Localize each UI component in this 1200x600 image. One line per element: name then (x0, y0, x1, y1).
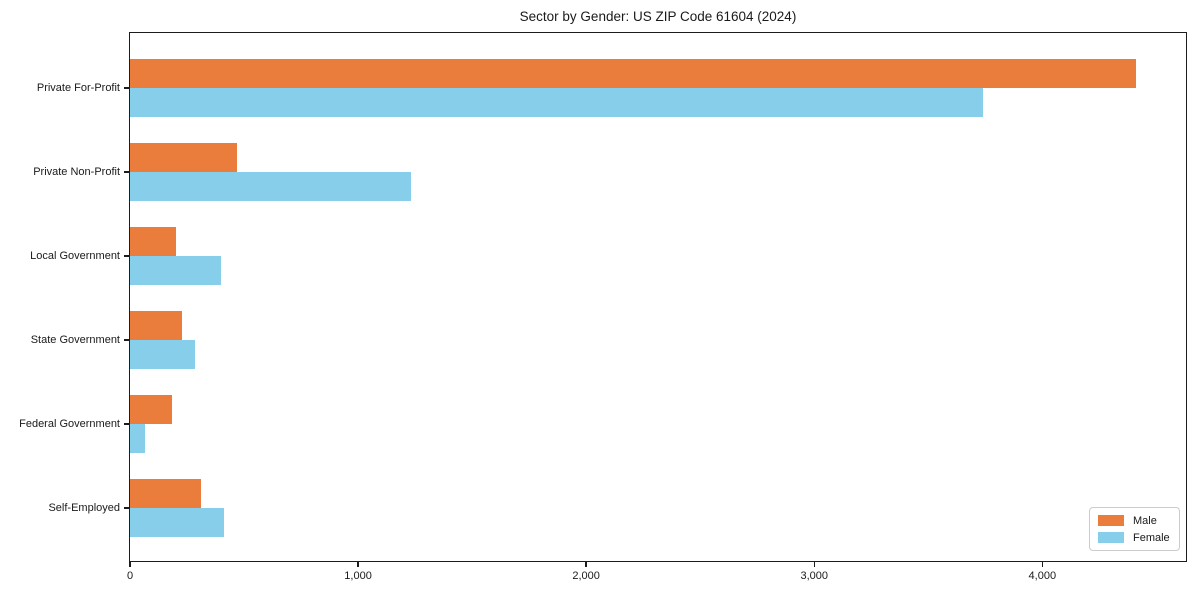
legend-label: Female (1133, 531, 1170, 544)
bar-male (130, 143, 238, 172)
y-axis-tick (123, 171, 130, 173)
y-axis-tick (123, 507, 130, 509)
y-axis-tick (123, 255, 130, 257)
legend-swatch-icon (1098, 532, 1124, 543)
legend-swatch-icon (1098, 515, 1124, 526)
legend-item-female: Female (1098, 532, 1171, 544)
plot-area (128, 31, 1187, 562)
y-axis-label: Self-Employed (48, 502, 120, 514)
bar-female (130, 88, 983, 117)
x-axis-tick (1041, 561, 1043, 567)
bar-female (130, 172, 411, 201)
bar-male (130, 479, 201, 508)
y-axis-label: State Government (30, 334, 120, 346)
chart-title: Sector by Gender: US ZIP Code 61604 (202… (519, 9, 797, 24)
legend-label: Male (1133, 514, 1157, 527)
bar-male (130, 227, 176, 256)
y-axis-tick (123, 87, 130, 89)
y-axis-label: Private For-Profit (36, 82, 120, 94)
x-axis-label: 2,000 (572, 570, 600, 582)
y-axis-label: Federal Government (19, 418, 120, 430)
x-axis-tick (357, 561, 359, 567)
bar-female (130, 424, 145, 453)
x-axis-tick (813, 561, 815, 567)
x-axis-tick (585, 561, 587, 567)
bar-female (130, 340, 195, 369)
chart-legend: Male Female (1089, 507, 1180, 551)
y-axis-label: Private Non-Profit (33, 166, 120, 178)
y-axis-tick (123, 339, 130, 341)
x-axis-label: 0 (126, 570, 134, 582)
x-axis-label: 4,000 (1028, 570, 1057, 582)
bar-female (130, 508, 224, 537)
bar-male (130, 395, 173, 424)
bar-male (130, 59, 1136, 88)
x-axis-tick (129, 561, 131, 567)
x-axis-label: 1,000 (344, 570, 372, 582)
y-axis-tick (123, 423, 130, 425)
x-axis-label: 3,000 (800, 570, 828, 582)
bar-female (130, 256, 222, 285)
bar-male (130, 311, 183, 340)
y-axis-label: Local Government (30, 250, 120, 262)
legend-item-male: Male (1098, 515, 1171, 527)
